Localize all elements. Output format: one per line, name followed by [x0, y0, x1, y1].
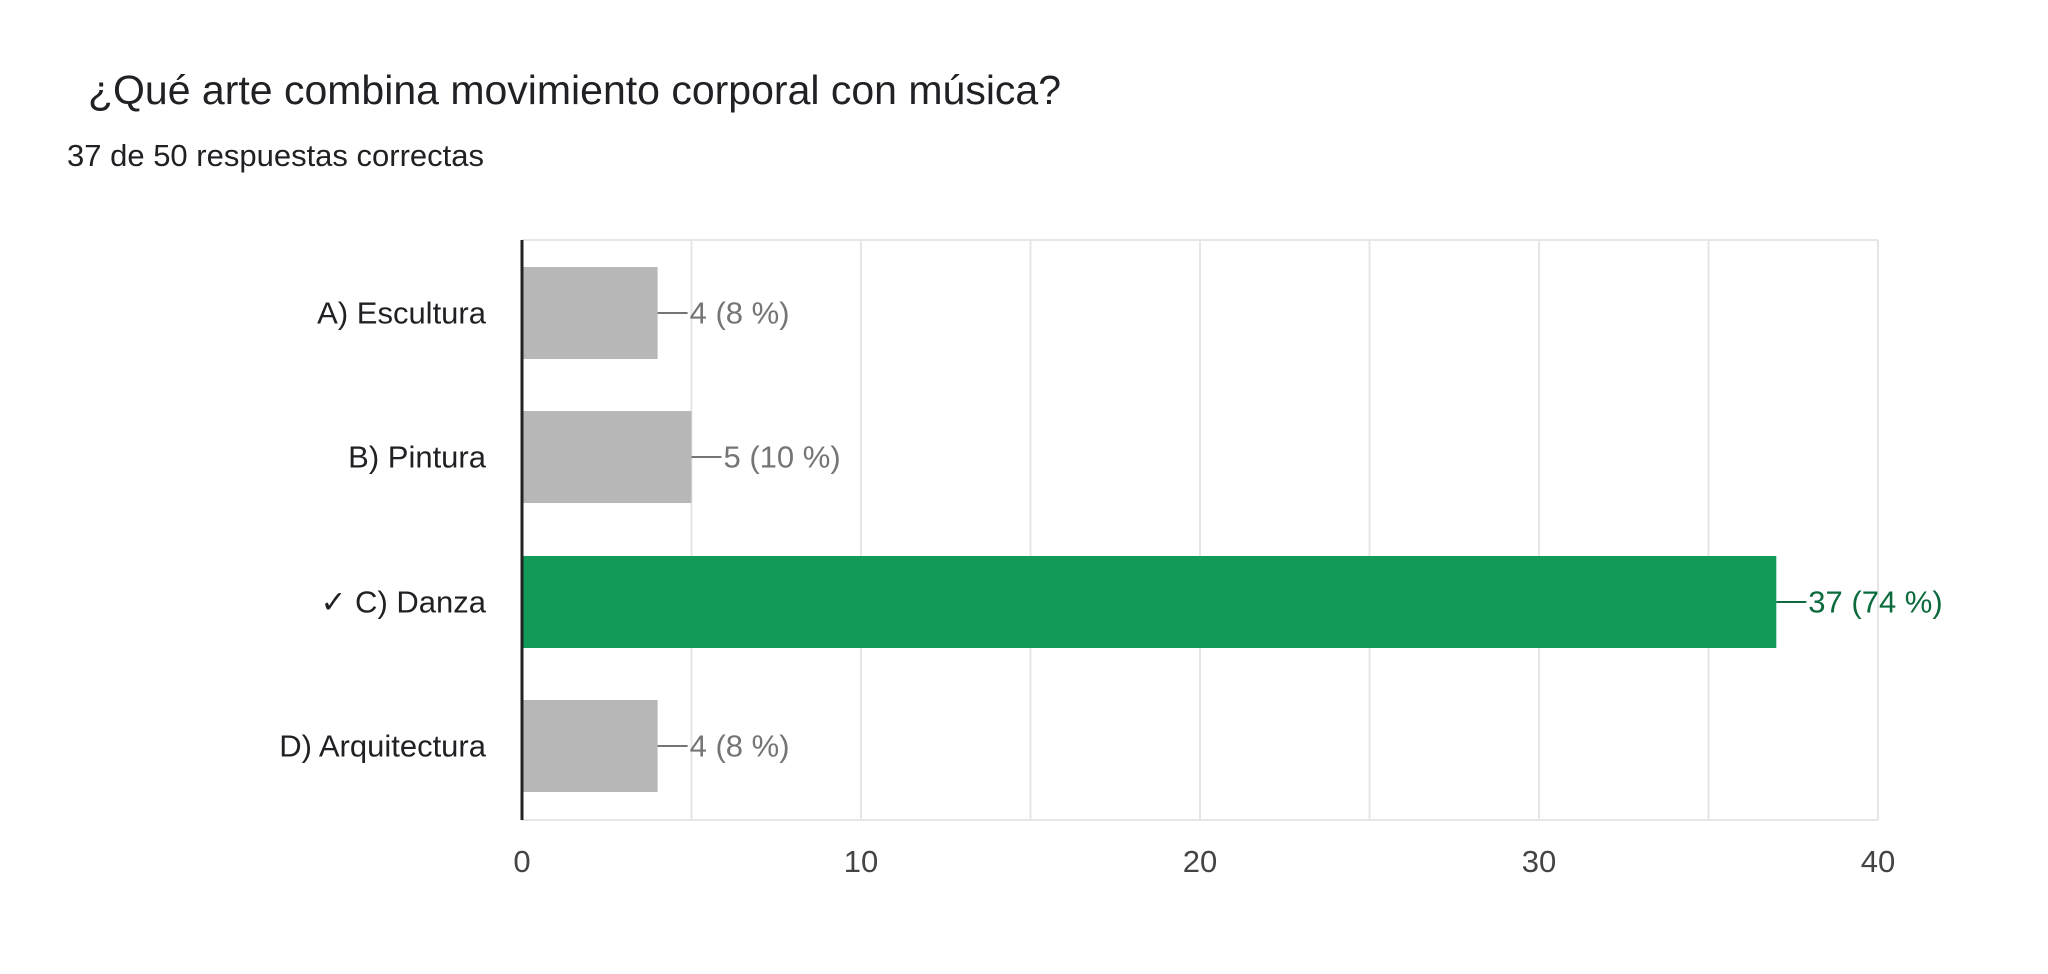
labels: 0 10 20 30 40 A) Escultura 4 (8 %) B) Pintura 5 … — [279, 296, 1942, 880]
data-label: 37 (74 %) — [1808, 585, 1942, 620]
question-title: ¿Qué arte combina movimiento corporal co… — [88, 67, 1062, 113]
score-summary: 37 de 50 respuestas correctas — [67, 138, 485, 173]
x-tick-label: 30 — [1522, 844, 1556, 879]
bar — [522, 267, 658, 359]
gridlines — [522, 239, 1879, 821]
x-tick-label: 0 — [513, 844, 530, 879]
bars — [522, 267, 1777, 792]
bar — [522, 556, 1777, 648]
category-label: ✓ C) Danza — [320, 585, 486, 620]
category-label: A) Escultura — [317, 296, 487, 331]
x-tick-label: 40 — [1861, 844, 1895, 879]
category-label: B) Pintura — [348, 440, 487, 475]
x-tick-label: 10 — [844, 844, 878, 879]
data-label: 4 (8 %) — [690, 729, 790, 764]
data-label: 5 (10 %) — [724, 440, 841, 475]
bar — [522, 411, 692, 503]
data-label: 4 (8 %) — [690, 296, 790, 331]
category-label: D) Arquitectura — [279, 729, 487, 764]
bar — [522, 700, 658, 792]
x-tick-label: 20 — [1183, 844, 1217, 879]
